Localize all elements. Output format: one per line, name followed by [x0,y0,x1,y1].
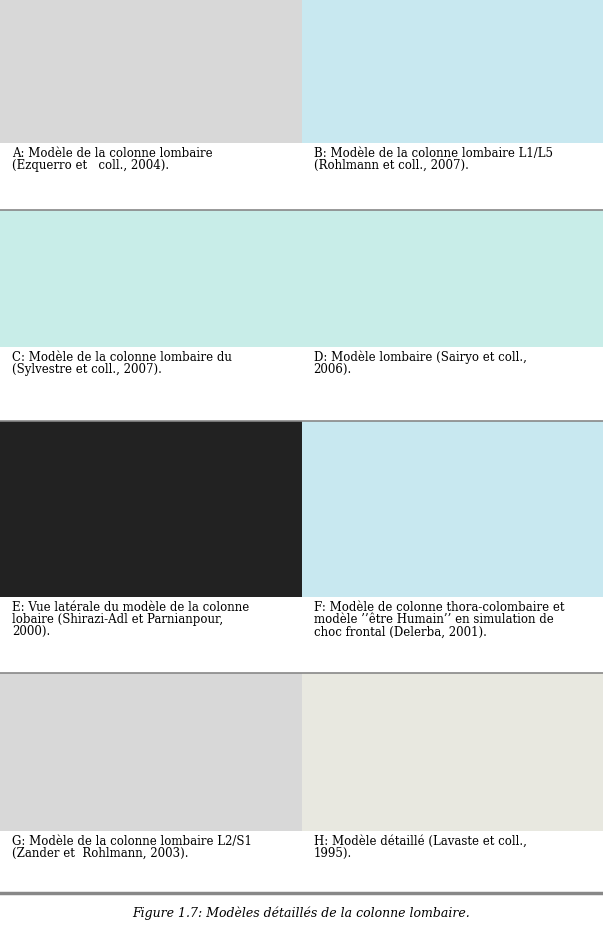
Text: D: Modèle lombaire (Sairyo et coll.,: D: Modèle lombaire (Sairyo et coll., [314,351,526,364]
Text: (Zander et  Rohlmann, 2003).: (Zander et Rohlmann, 2003). [12,847,189,860]
Text: G: Modèle de la colonne lombaire L2/S1: G: Modèle de la colonne lombaire L2/S1 [12,835,252,848]
Text: A: Modèle de la colonne lombaire: A: Modèle de la colonne lombaire [12,146,213,160]
Text: E: Vue latérale du modèle de la colonne: E: Vue latérale du modèle de la colonne [12,601,249,614]
Text: H: Modèle détaillé (Lavaste et coll.,: H: Modèle détaillé (Lavaste et coll., [314,835,526,848]
Text: 1995).: 1995). [314,847,352,860]
Text: lobaire (Shirazi-Adl et Parnianpour,: lobaire (Shirazi-Adl et Parnianpour, [12,613,223,626]
Text: 2000).: 2000). [12,625,50,638]
Text: (Ezquerro et   coll., 2004).: (Ezquerro et coll., 2004). [12,159,169,172]
Text: Figure 1.7: Modèles détaillés de la colonne lombaire.: Figure 1.7: Modèles détaillés de la colo… [133,906,470,920]
Text: choc frontal (Delerba, 2001).: choc frontal (Delerba, 2001). [314,625,487,638]
Text: C: Modèle de la colonne lombaire du: C: Modèle de la colonne lombaire du [12,351,232,364]
Text: modèle ’’être Humain’’ en simulation de: modèle ’’être Humain’’ en simulation de [314,613,554,626]
Text: 2006).: 2006). [314,363,352,376]
Text: (Sylvestre et coll., 2007).: (Sylvestre et coll., 2007). [12,363,162,376]
Text: F: Modèle de colonne thora-colombaire et: F: Modèle de colonne thora-colombaire et [314,601,564,614]
Text: (Rohlmann et coll., 2007).: (Rohlmann et coll., 2007). [314,159,469,172]
Text: B: Modèle de la colonne lombaire L1/L5: B: Modèle de la colonne lombaire L1/L5 [314,146,552,160]
